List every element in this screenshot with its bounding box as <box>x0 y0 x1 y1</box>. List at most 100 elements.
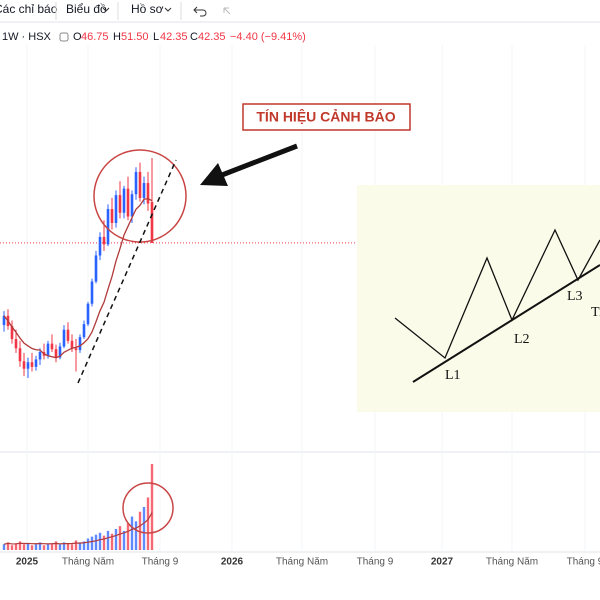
volume-bar <box>142 507 146 550</box>
volume-bar <box>42 545 46 550</box>
ohlc-value: 42.35 <box>198 31 226 43</box>
candle-body <box>138 171 142 198</box>
annotation-box <box>242 103 411 131</box>
candle-body <box>134 171 138 195</box>
volume-bar <box>90 536 94 550</box>
candle-body <box>146 183 150 204</box>
candle-body <box>118 195 122 213</box>
candle-body <box>78 337 82 351</box>
candle-body <box>30 362 34 367</box>
volume-bar <box>62 542 66 550</box>
change: −4.40 (−9.41%) <box>230 31 306 43</box>
volume-bar <box>74 540 78 550</box>
volume-bar <box>18 541 22 550</box>
symbol: 1W · HSX <box>2 31 52 43</box>
candle-body <box>58 346 62 358</box>
volume-bar <box>50 543 54 550</box>
ohlc-label: L <box>153 31 159 43</box>
volume-bar <box>102 535 106 550</box>
candle-body <box>114 195 118 223</box>
volume-bar <box>150 464 154 550</box>
volume-bar <box>10 545 14 550</box>
ohlc-label: C <box>190 31 198 43</box>
candle-body <box>22 361 26 369</box>
volume-bar <box>130 516 134 550</box>
inset-label: Ti <box>591 305 600 320</box>
x-tick-label: Tháng Năm <box>486 557 538 568</box>
inset-label: L1 <box>445 368 461 383</box>
legend: 1W · HSX O 46.75 H 51.50 L 42.35 C 42.35… <box>2 31 306 43</box>
volume-bar <box>14 543 18 550</box>
volume-bar <box>138 511 142 550</box>
candle-body <box>126 188 130 217</box>
annotation: TÍN HIỆU CẢNH BÁO <box>77 103 411 534</box>
candle-body <box>2 315 6 326</box>
candle-body <box>34 359 38 367</box>
volume-bar <box>54 541 58 550</box>
x-tick-label: Tháng Năm <box>276 557 328 568</box>
x-tick-label: Tháng 9 <box>567 557 600 568</box>
candle-body <box>46 343 50 356</box>
candle-body <box>90 281 94 304</box>
candle-body <box>66 329 70 341</box>
ohlc-label: O <box>73 31 82 43</box>
volume-bar <box>46 544 50 550</box>
volume-bar <box>38 542 42 550</box>
moving-average <box>3 197 153 359</box>
chart-button[interactable]: Biểu đồ <box>66 2 107 16</box>
x-tick-label: 2025 <box>16 557 39 568</box>
redo-icon[interactable] <box>223 7 231 15</box>
candle-body <box>106 209 110 245</box>
candle-body <box>18 348 22 362</box>
volume-bar <box>2 544 6 550</box>
volume-bar <box>134 521 138 550</box>
x-tick-label: Tháng Năm <box>62 557 114 568</box>
candle-body <box>14 339 18 349</box>
volume-bar <box>122 530 126 550</box>
x-tick-label: 2027 <box>431 557 454 568</box>
volume-bar <box>98 532 102 550</box>
candle-body <box>122 188 126 213</box>
volume-bar <box>70 544 74 550</box>
volume-bar <box>94 534 98 550</box>
toolbar: Các chỉ báo Biểu đồ Hồ sơ <box>0 2 600 23</box>
inset-diagram: L1 L2 L3 Ti <box>357 185 600 412</box>
volume-bar <box>78 542 82 550</box>
candle-body <box>110 209 114 223</box>
candle-body <box>102 236 106 245</box>
volume-bar <box>126 523 130 550</box>
candle-body <box>74 348 78 351</box>
ohlc-value: 42.35 <box>160 31 188 43</box>
candle-body <box>130 194 134 217</box>
support-line <box>412 264 600 383</box>
volume-bar <box>30 545 34 550</box>
undo-icon[interactable] <box>193 6 207 17</box>
volume-average <box>3 512 153 545</box>
candle-body <box>94 255 98 282</box>
volume-bar <box>34 544 38 550</box>
eye-icon[interactable] <box>59 32 69 42</box>
candle-body <box>10 326 14 340</box>
candle-body <box>150 202 154 243</box>
volume-bar <box>82 541 86 550</box>
candle-body <box>86 303 90 325</box>
volume-bar <box>6 542 10 550</box>
chevron <box>164 7 172 12</box>
arrow-head <box>200 163 228 186</box>
volume-bar <box>22 544 26 550</box>
candle-body <box>26 362 30 369</box>
ohlc-value: 51.50 <box>121 31 149 43</box>
candle-body <box>54 349 58 358</box>
candle-body <box>70 340 74 349</box>
volume-bar <box>58 544 62 550</box>
ohlc-label: H <box>113 31 121 43</box>
ohlc-value: 46.75 <box>81 31 109 43</box>
chevron <box>102 7 110 12</box>
annotation-text: TÍN HIỆU CẢNH BÁO <box>256 108 395 125</box>
profile-button[interactable]: Hồ sơ <box>131 2 164 16</box>
plot: 2025 Tháng Năm Tháng 9 2026 Tháng Năm Tháng 9… <box>0 45 600 568</box>
highlight-circle <box>122 482 174 534</box>
indicators-button[interactable]: Các chỉ báo <box>0 2 58 16</box>
volume-bar <box>106 530 110 550</box>
